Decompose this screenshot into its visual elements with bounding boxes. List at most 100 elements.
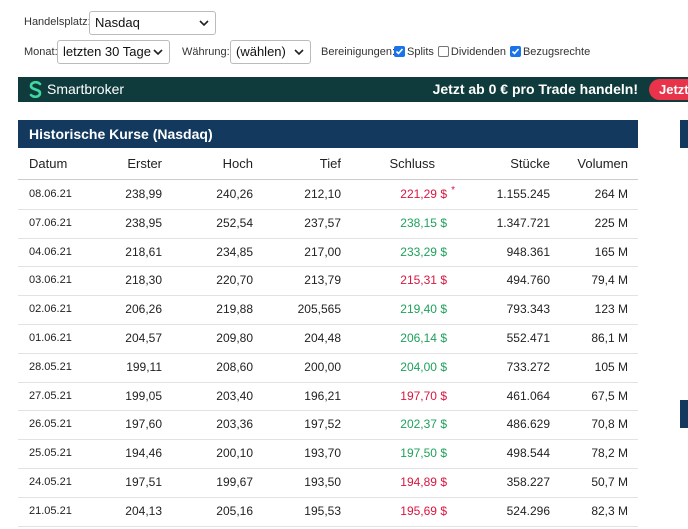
table-cell: 50,7 M xyxy=(591,475,628,489)
select[interactable]: (wählen) xyxy=(230,40,311,64)
checkbox[interactable] xyxy=(437,46,449,57)
table-cell: 194,89 $ xyxy=(400,475,447,489)
brand-logo xyxy=(29,81,42,98)
checkbox[interactable] xyxy=(394,46,405,57)
table-cell: 204,00 $ xyxy=(400,359,447,374)
table-cell: 193,70 xyxy=(304,446,341,461)
table-cell: 948.361 xyxy=(506,244,550,259)
table-cell: 215,31 $ xyxy=(400,273,447,288)
table-title: Historische Kurse (Nasdaq) xyxy=(18,120,638,148)
check-mark xyxy=(511,48,520,55)
table-cell: 67,5 M xyxy=(591,388,628,403)
table: Datum Erster Hoch Tief Schluss Stücke Volumen 0… xyxy=(18,149,638,529)
select[interactable]: Nasdaq xyxy=(89,11,216,35)
table-cell: 203,36 xyxy=(216,417,253,432)
table-cell: 200,10 xyxy=(216,446,253,461)
table-cell: 203,40 xyxy=(216,388,253,403)
table-cell: 218,61 xyxy=(125,244,162,259)
column-header: Tief xyxy=(319,156,341,171)
table-cell: 27.05.21 xyxy=(29,389,72,402)
table-cell: 01.06.21 xyxy=(29,332,72,344)
table-cell: 26.05.21 xyxy=(29,418,72,431)
banner-slogan: Jetzt ab 0 € pro Trade handeln! xyxy=(432,81,638,97)
select-value: Nasdaq xyxy=(95,15,140,30)
column-header: Datum xyxy=(29,156,68,171)
table-cell: 358.227 xyxy=(506,475,550,489)
banner: Smartbroker Jetzt ab 0 € pro Trade hande… xyxy=(18,77,688,102)
checkbox[interactable] xyxy=(509,46,521,57)
table-cell: 221,29 $ xyxy=(400,187,447,201)
table-cell: 04.06.21 xyxy=(29,245,72,258)
table-row: 21.05.21 204,13 205,16 195,53 195,69 $ 524.29… xyxy=(18,497,638,527)
table-cell: 199,05 xyxy=(125,388,162,403)
table-cell: 86,1 M xyxy=(591,331,628,345)
table-cell: 218,30 xyxy=(125,273,162,288)
select-value: letzten 30 Tage xyxy=(63,44,151,59)
checkbox-option[interactable]: Bezugsrechte xyxy=(509,46,590,58)
table-cell: 196,21 xyxy=(304,388,341,403)
table-row: 27.05.21 199,05 203,40 196,21 197,70 $ 461.06… xyxy=(18,382,638,412)
table-cell: 24.05.21 xyxy=(29,476,72,488)
table-cell: 213,79 xyxy=(304,273,341,288)
table-cell: 225 M xyxy=(594,215,628,230)
table-cell: 197,51 xyxy=(125,475,162,489)
checkbox-label: Dividenden xyxy=(450,46,506,58)
table-cell: 205,16 xyxy=(216,503,253,518)
table-row: 02.06.21 206,26 219,88 205,565 219,40 $ 793.3… xyxy=(18,295,638,325)
table-row: 01.06.21 204,57 209,80 204,48 206,14 $ 552.47… xyxy=(18,324,638,354)
select-value: (wählen) xyxy=(236,44,286,59)
table-cell: 552.471 xyxy=(506,331,550,345)
table-cell: 733.272 xyxy=(506,359,550,374)
footnote-mark: * xyxy=(451,185,455,196)
table-cell: 70,8 M xyxy=(591,417,628,432)
table-cell: 78,2 M xyxy=(591,446,628,461)
select[interactable]: letzten 30 Tage xyxy=(57,40,170,64)
column-header: Stücke xyxy=(510,156,550,171)
table-cell: 197,60 xyxy=(125,417,162,432)
table-cell: 212,10 xyxy=(304,187,341,201)
table-row: 26.05.21 197,60 203,36 197,52 202,37 $ 486.62… xyxy=(18,410,638,441)
table-row: 08.06.21 238,99 240,26 212,10 221,29 $ * 1.155… xyxy=(18,180,638,210)
checkbox-option[interactable]: Splits xyxy=(394,46,434,58)
table-cell: 82,3 M xyxy=(591,503,628,518)
column-header: Schluss xyxy=(389,156,435,171)
banner-button[interactable]: Jetzt xyxy=(649,79,688,100)
table-cell: 237,57 xyxy=(304,215,341,230)
side-panel-header xyxy=(680,120,688,148)
table-cell: 21.05.21 xyxy=(29,504,72,517)
table-cell: 461.064 xyxy=(506,388,550,403)
chevron xyxy=(153,49,163,56)
table-cell: 1.347.721 xyxy=(496,215,550,230)
checkbox-option[interactable]: Dividenden xyxy=(437,46,506,58)
table-cell: 494.760 xyxy=(506,273,550,288)
table-cell: 486.629 xyxy=(506,417,550,432)
brand-name: Smartbroker xyxy=(47,81,125,97)
table-cell: 194,46 xyxy=(125,446,162,461)
table-cell: 209,80 xyxy=(216,331,253,345)
table-cell: 197,70 $ xyxy=(400,388,447,403)
table-cell: 217,00 xyxy=(304,244,341,259)
table-cell: 793.343 xyxy=(506,302,550,317)
table-cell: 195,69 $ xyxy=(400,503,447,518)
table-cell: 238,95 xyxy=(125,215,162,230)
table-cell: 105 M xyxy=(594,359,628,374)
table-cell: 238,99 xyxy=(125,187,162,201)
table-cell: 252,54 xyxy=(216,215,253,230)
table-cell: 238,15 $ xyxy=(400,215,447,230)
table-cell: 219,88 xyxy=(216,302,253,317)
table-cell: 25.05.21 xyxy=(29,447,72,460)
table-cell: 03.06.21 xyxy=(29,274,72,287)
table-cell: 202,37 $ xyxy=(400,417,447,432)
table-cell: 208,60 xyxy=(216,359,253,374)
table-cell: 08.06.21 xyxy=(29,188,72,200)
table-cell: 199,67 xyxy=(216,475,253,489)
table-row: 25.05.21 194,46 200,10 193,70 197,50 $ 498.54… xyxy=(18,439,638,469)
table-cell: 205,565 xyxy=(297,302,341,317)
table-cell: 28.05.21 xyxy=(29,360,72,373)
table-row: 24.05.21 197,51 199,67 193,50 194,89 $ 358.22… xyxy=(18,468,638,498)
table-cell: 220,70 xyxy=(216,273,253,288)
table-row: 07.06.21 238,95 252,54 237,57 238,15 $ 1.347.… xyxy=(18,209,638,239)
table-cell: 498.544 xyxy=(506,446,550,461)
table-cell: 197,50 $ xyxy=(400,446,447,461)
